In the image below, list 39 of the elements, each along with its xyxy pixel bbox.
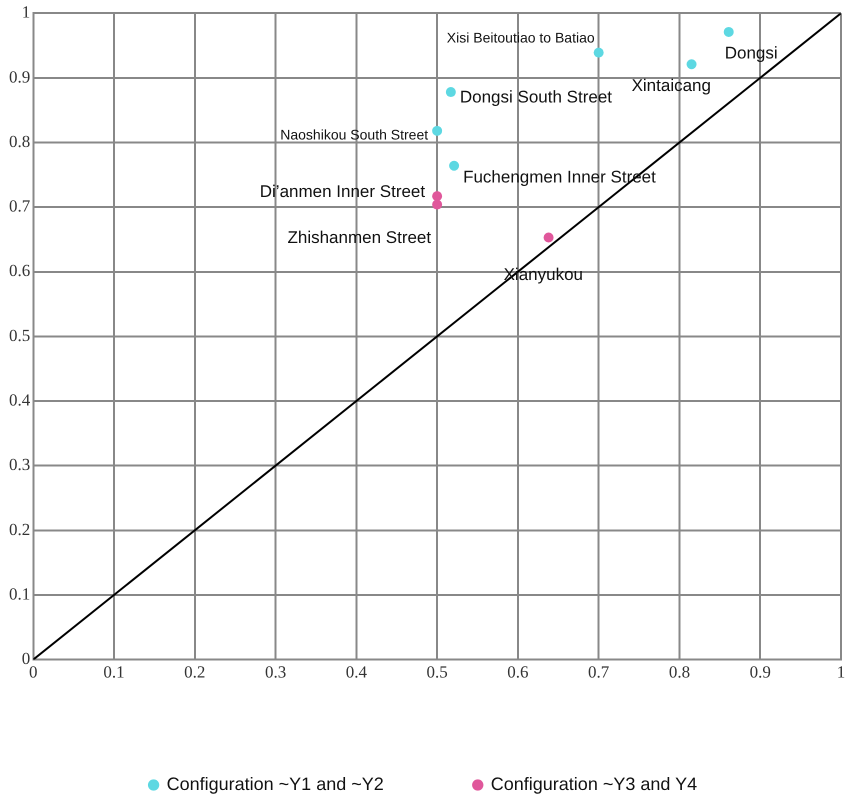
x-tick-label: 0.7 [588,662,610,682]
point [724,26,734,37]
x-tick-label: 0.4 [346,662,368,682]
point [449,160,460,171]
annotation: Xisi Beitoutiao to Batiao [446,29,595,46]
y-tick-label: 0 [22,649,30,668]
point [432,200,442,210]
x-tick-label: 0.8 [668,662,690,682]
point [446,87,456,98]
x-tick-label: 0.9 [750,662,771,682]
y-tick-label: 0.9 [9,67,30,86]
annotation: Dongsi [724,44,778,63]
point [544,232,554,242]
point [686,59,697,70]
y-tick-label: 1 [22,2,30,22]
point [432,126,442,136]
annotation: Di’anmen Inner Street [260,182,426,201]
x-tick-label: 0.1 [103,662,125,682]
legend-label: Configuration ~Y1 and ~Y2 [166,774,384,794]
annotation: Xintaicang [632,76,711,95]
x-tick-label: 0.3 [264,662,286,682]
y-tick-label: 0.6 [9,261,30,280]
y-tick-label: 0.3 [9,455,30,474]
y-tick-label: 0.2 [9,520,30,539]
x-tick-label: 0.5 [426,662,448,682]
legend-label: Configuration ~Y3 and Y4 [490,774,698,794]
annotation: Naoshikou South Street [280,126,428,143]
y-tick-label: 0.8 [9,132,30,151]
x-tick-label: 0.6 [507,662,529,682]
annotation: Dongsi South Street [460,88,612,107]
y-tick-label: 0.7 [9,196,31,216]
y-tick-label: 0.4 [9,390,31,410]
annotation: Zhishanmen Street [287,228,432,248]
x-tick-label: 0.2 [184,662,206,682]
point [594,48,604,58]
point [432,191,442,202]
x-tick-label: 1 [836,662,846,682]
y-tick-label: 0.5 [9,326,30,345]
y-tick-label: 0.1 [9,584,30,604]
